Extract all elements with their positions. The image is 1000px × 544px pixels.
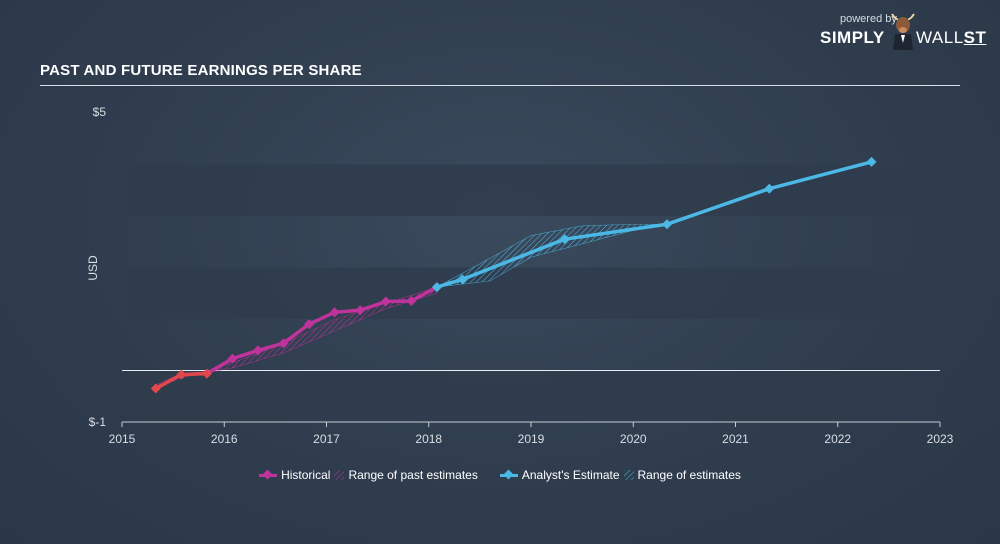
chart-title: PAST AND FUTURE EARNINGS PER SHARE xyxy=(40,62,362,79)
bull-icon xyxy=(891,13,915,50)
future-range-swatch-icon xyxy=(623,470,634,480)
historical-point xyxy=(304,319,315,330)
y-tick-label-bottom: $-1 xyxy=(89,415,107,429)
grid-band xyxy=(122,164,940,216)
historical-point xyxy=(380,296,391,307)
historical-point xyxy=(278,338,289,349)
estimate-line xyxy=(435,160,874,289)
past-range-swatch-icon xyxy=(334,470,345,480)
brand-simply: SIMPLY xyxy=(820,28,885,47)
legend: Historical Range of past estimates Analy… xyxy=(0,468,1000,482)
legend-past-range-label: Range of past estimates xyxy=(348,468,478,482)
x-tick-label: 2017 xyxy=(313,432,340,446)
x-tick-label: 2022 xyxy=(824,432,851,446)
x-tick-label: 2023 xyxy=(927,432,954,446)
estimate-point xyxy=(661,219,672,230)
brand-wall: WALLST xyxy=(916,28,987,47)
historical-point xyxy=(355,305,366,316)
historical-line xyxy=(205,285,439,376)
historical-point xyxy=(329,307,340,318)
legend-estimate[interactable]: Analyst's Estimate Range of estimates xyxy=(499,468,741,482)
powered-by-text: powered by xyxy=(840,13,897,25)
estimate-point xyxy=(866,156,877,167)
legend-historical[interactable]: Historical Range of past estimates xyxy=(259,468,478,482)
simply-wall-st-logo: powered by SIMPLY WALLST xyxy=(806,8,986,52)
y-tick-label-top: $5 xyxy=(93,105,107,119)
estimate-point xyxy=(431,282,442,293)
grid-band xyxy=(122,370,940,422)
historical-point xyxy=(227,353,238,364)
estimate-point xyxy=(559,234,570,245)
estimate-point xyxy=(764,183,775,194)
grid-band xyxy=(122,267,940,319)
title-divider xyxy=(40,85,960,86)
historical-point xyxy=(406,295,417,306)
x-tick-label: 2019 xyxy=(518,432,545,446)
x-tick-label: 2021 xyxy=(722,432,749,446)
historical-point xyxy=(150,383,161,394)
x-tick-label: 2018 xyxy=(415,432,442,446)
legend-estimate-label: Analyst's Estimate xyxy=(521,468,620,482)
legend-historical-label: Historical xyxy=(281,468,331,482)
x-tick-label: 2016 xyxy=(211,432,238,446)
estimate-swatch-icon xyxy=(499,469,518,479)
historical-swatch-icon xyxy=(259,469,278,479)
estimate-point xyxy=(457,274,468,285)
historical-point xyxy=(201,368,212,379)
legend-future-range-label: Range of estimates xyxy=(637,468,741,482)
y-axis-label: USD xyxy=(86,255,100,281)
x-tick-label: 2020 xyxy=(620,432,647,446)
historical-point xyxy=(252,345,263,356)
x-tick-label: 2015 xyxy=(109,432,136,446)
historical-point xyxy=(176,369,187,380)
